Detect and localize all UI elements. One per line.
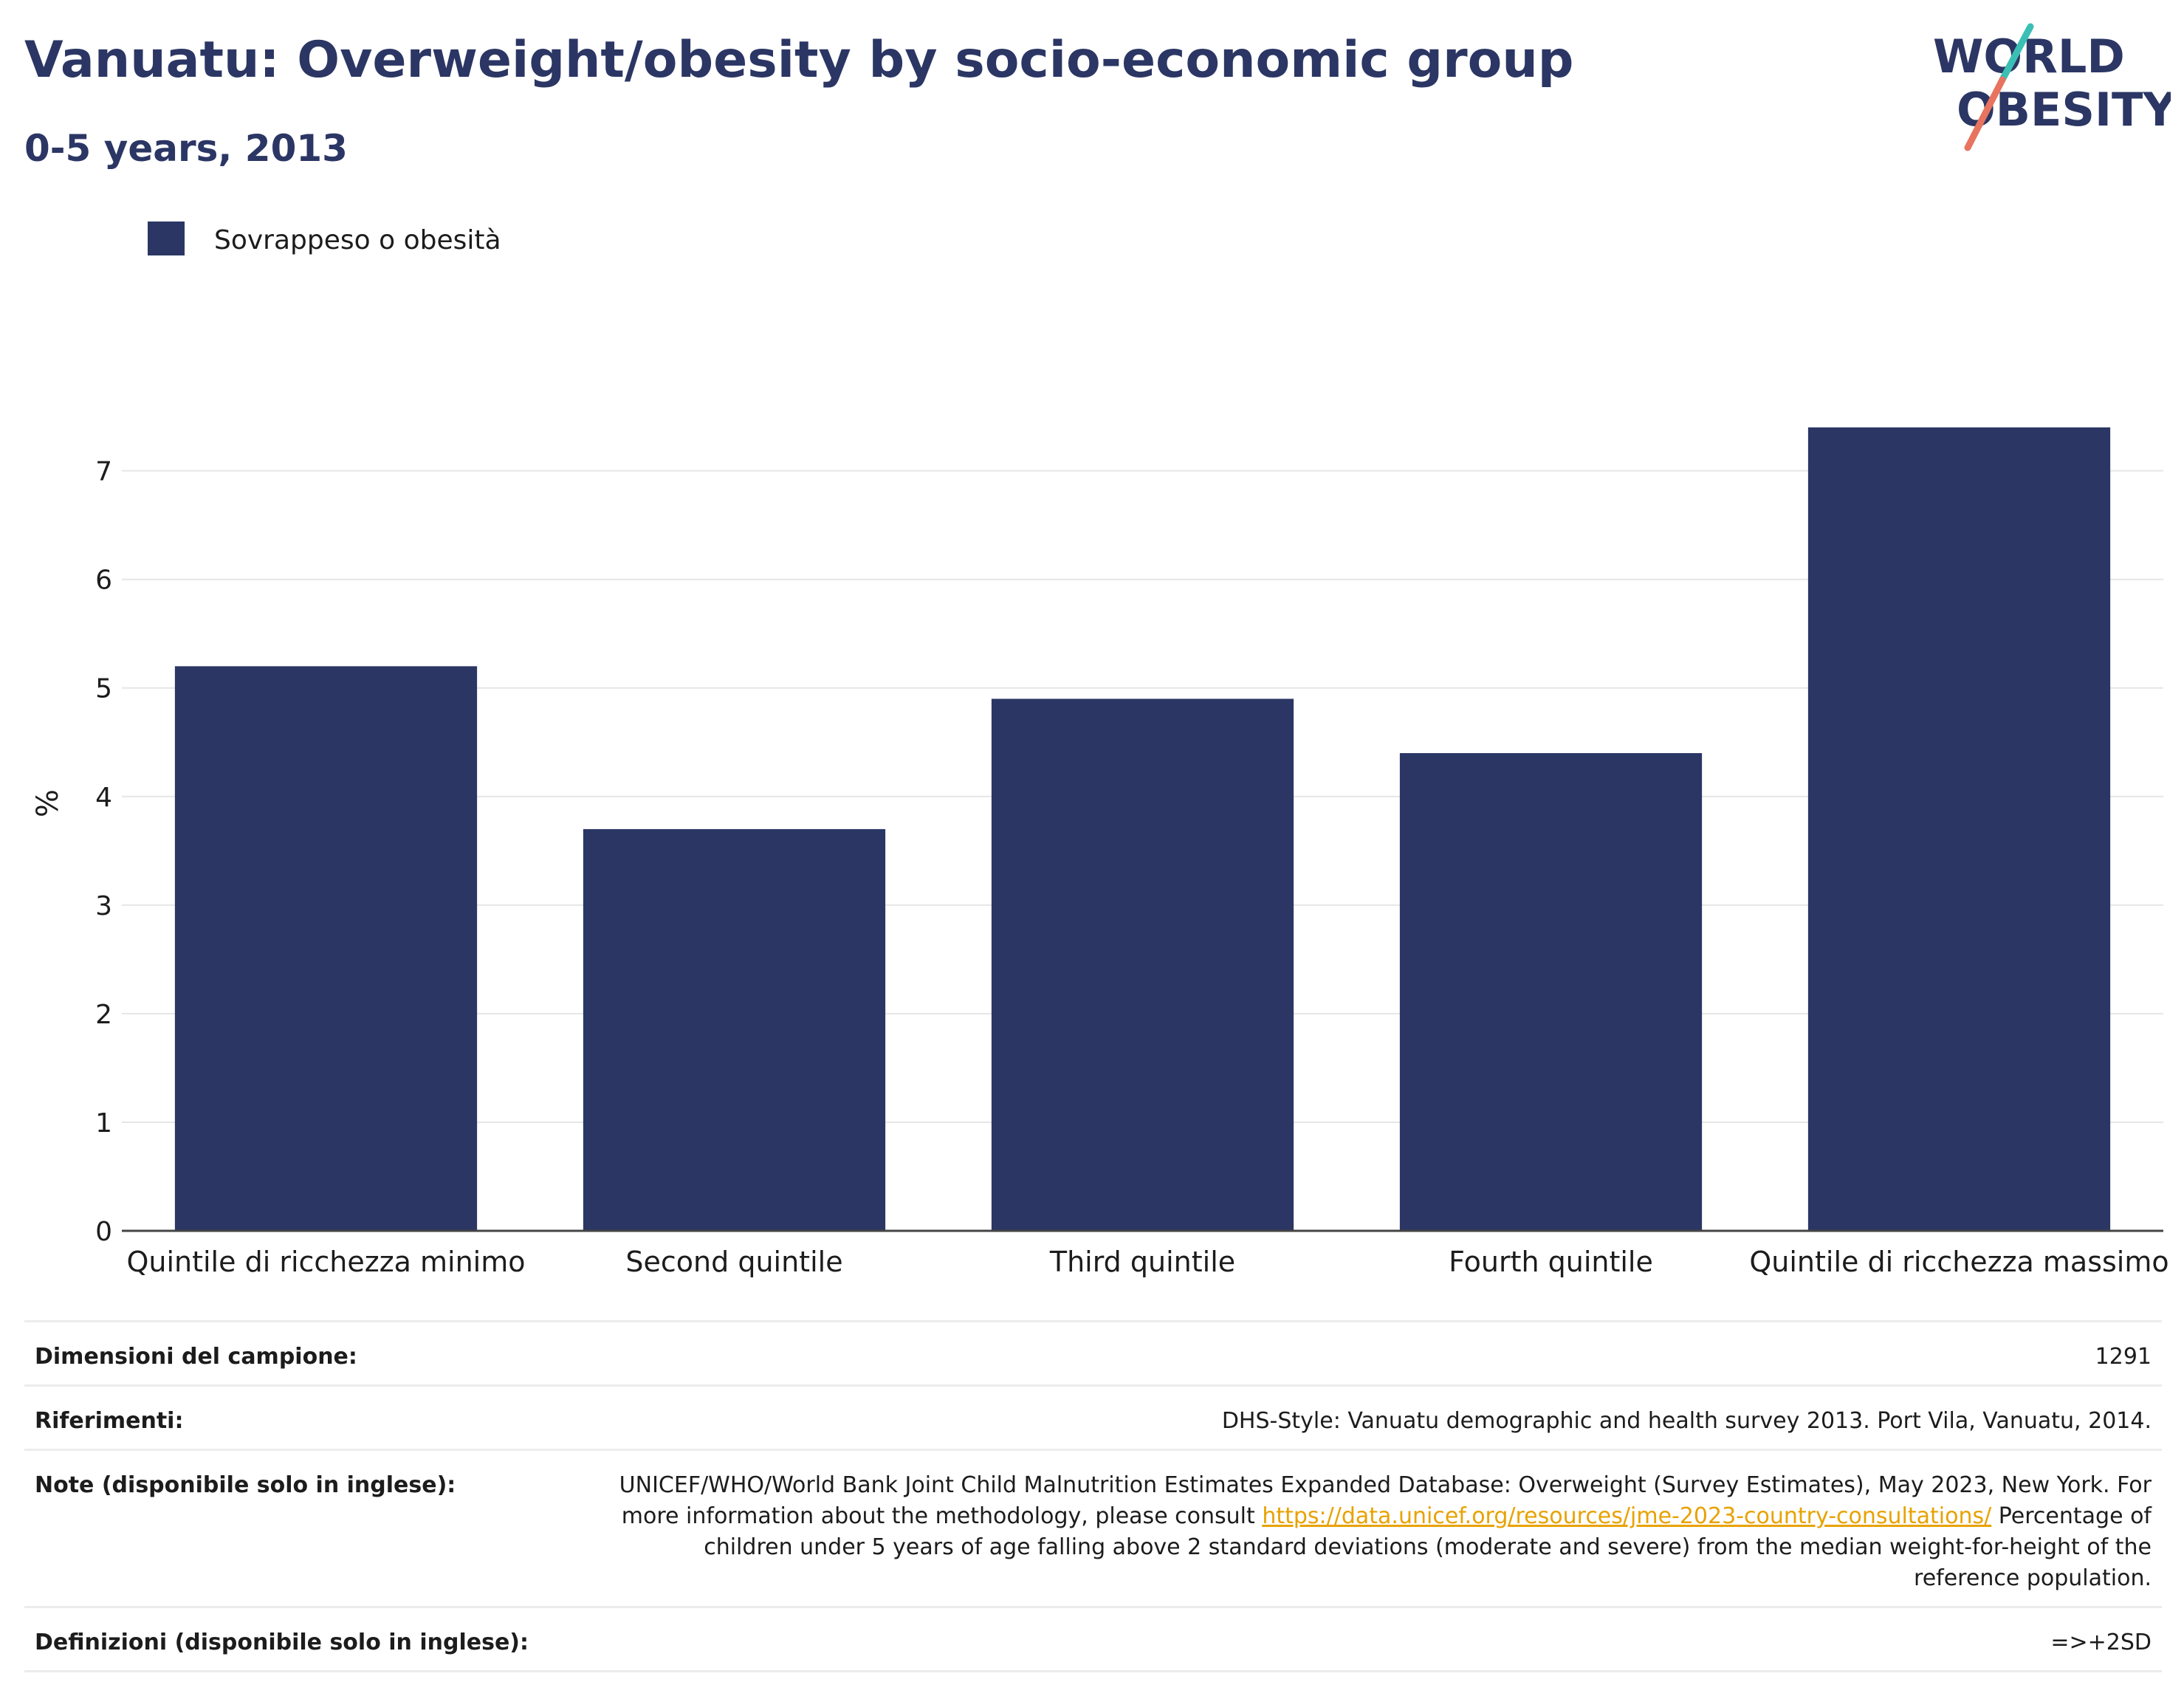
chart-title: Vanuatu: Overweight/obesity by socio-eco… bbox=[24, 31, 1574, 89]
y-tick-label: 3 bbox=[95, 891, 112, 921]
bar[interactable] bbox=[991, 698, 1294, 1231]
meta-label: Definizioni (disponibile solo in inglese… bbox=[35, 1630, 529, 1655]
notes-text-pre: UNICEF/WHO/World Bank Joint Child Malnut… bbox=[619, 1472, 2152, 1529]
meta-label: Note (disponibile solo in inglese): bbox=[35, 1472, 456, 1498]
x-tick-labels: Quintile di ricchezza minimo Second quint… bbox=[126, 1246, 2168, 1278]
y-tick-label: 5 bbox=[95, 674, 112, 704]
logo-slash-coral bbox=[1964, 76, 2006, 151]
notes-text-post: Percentage of children under 5 years of … bbox=[704, 1503, 2152, 1591]
logo-slash-teal bbox=[1999, 23, 2034, 83]
y-tick-label: 7 bbox=[95, 457, 112, 487]
x-tick-label: Quintile di ricchezza massimo bbox=[1749, 1246, 2168, 1278]
legend-label: Sovrappeso o obesità bbox=[214, 225, 501, 255]
bar[interactable] bbox=[1807, 427, 2111, 1231]
meta-value: 1291 bbox=[2095, 1344, 2152, 1370]
bars bbox=[174, 427, 2111, 1231]
x-tick-label: Second quintile bbox=[625, 1246, 842, 1278]
x-tick-label: Quintile di ricchezza minimo bbox=[126, 1246, 525, 1278]
notes-link[interactable]: https://data.unicef.org/resources/jme-20… bbox=[1262, 1503, 1992, 1529]
x-tick-label: Third quintile bbox=[1049, 1246, 1235, 1278]
x-tick-label: Fourth quintile bbox=[1449, 1246, 1653, 1278]
meta-value: =>+2SD bbox=[2050, 1630, 2152, 1655]
y-tick-label: 6 bbox=[95, 566, 112, 596]
logo-line1: WORLD bbox=[1933, 30, 2125, 83]
y-tick-label: 1 bbox=[95, 1108, 112, 1139]
legend: Sovrappeso o obesità bbox=[148, 222, 501, 255]
world-obesity-logo: WORLD OBESITY bbox=[1933, 23, 2171, 151]
y-axis-label: % bbox=[31, 789, 65, 817]
bar[interactable] bbox=[174, 666, 478, 1231]
y-tick-labels: 0 1 2 3 4 5 6 7 bbox=[95, 457, 112, 1247]
meta-row-sample-size: Dimensioni del campione: 1291 bbox=[24, 1320, 2162, 1384]
y-tick-label: 0 bbox=[95, 1217, 112, 1247]
bar[interactable] bbox=[1399, 752, 1703, 1231]
meta-value: DHS-Style: Vanuatu demographic and healt… bbox=[1221, 1408, 2152, 1434]
bar[interactable] bbox=[583, 828, 886, 1231]
meta-label: Dimensioni del campione: bbox=[35, 1344, 357, 1370]
meta-row-references: Riferimenti: DHS-Style: Vanuatu demograp… bbox=[24, 1384, 2162, 1449]
meta-label: Riferimenti: bbox=[35, 1408, 184, 1434]
y-tick-label: 2 bbox=[95, 1000, 112, 1030]
bar-chart: Sovrappeso o obesità 0 1 2 3 4 5 6 7 Quintile d… bbox=[31, 222, 2169, 1278]
y-tick-label: 4 bbox=[95, 783, 112, 813]
chart-subtitle: 0-5 years, 2013 bbox=[24, 127, 348, 170]
meta-value: UNICEF/WHO/World Bank Joint Child Malnut… bbox=[601, 1451, 2162, 1606]
meta-row-definitions: Definizioni (disponibile solo in inglese… bbox=[24, 1606, 2162, 1672]
logo-line2: OBESITY bbox=[1957, 83, 2171, 137]
metadata-table: Dimensioni del campione: 1291 Riferiment… bbox=[24, 1320, 2162, 1672]
legend-swatch bbox=[148, 222, 185, 255]
meta-row-notes: Note (disponibile solo in inglese): UNIC… bbox=[24, 1449, 2162, 1606]
